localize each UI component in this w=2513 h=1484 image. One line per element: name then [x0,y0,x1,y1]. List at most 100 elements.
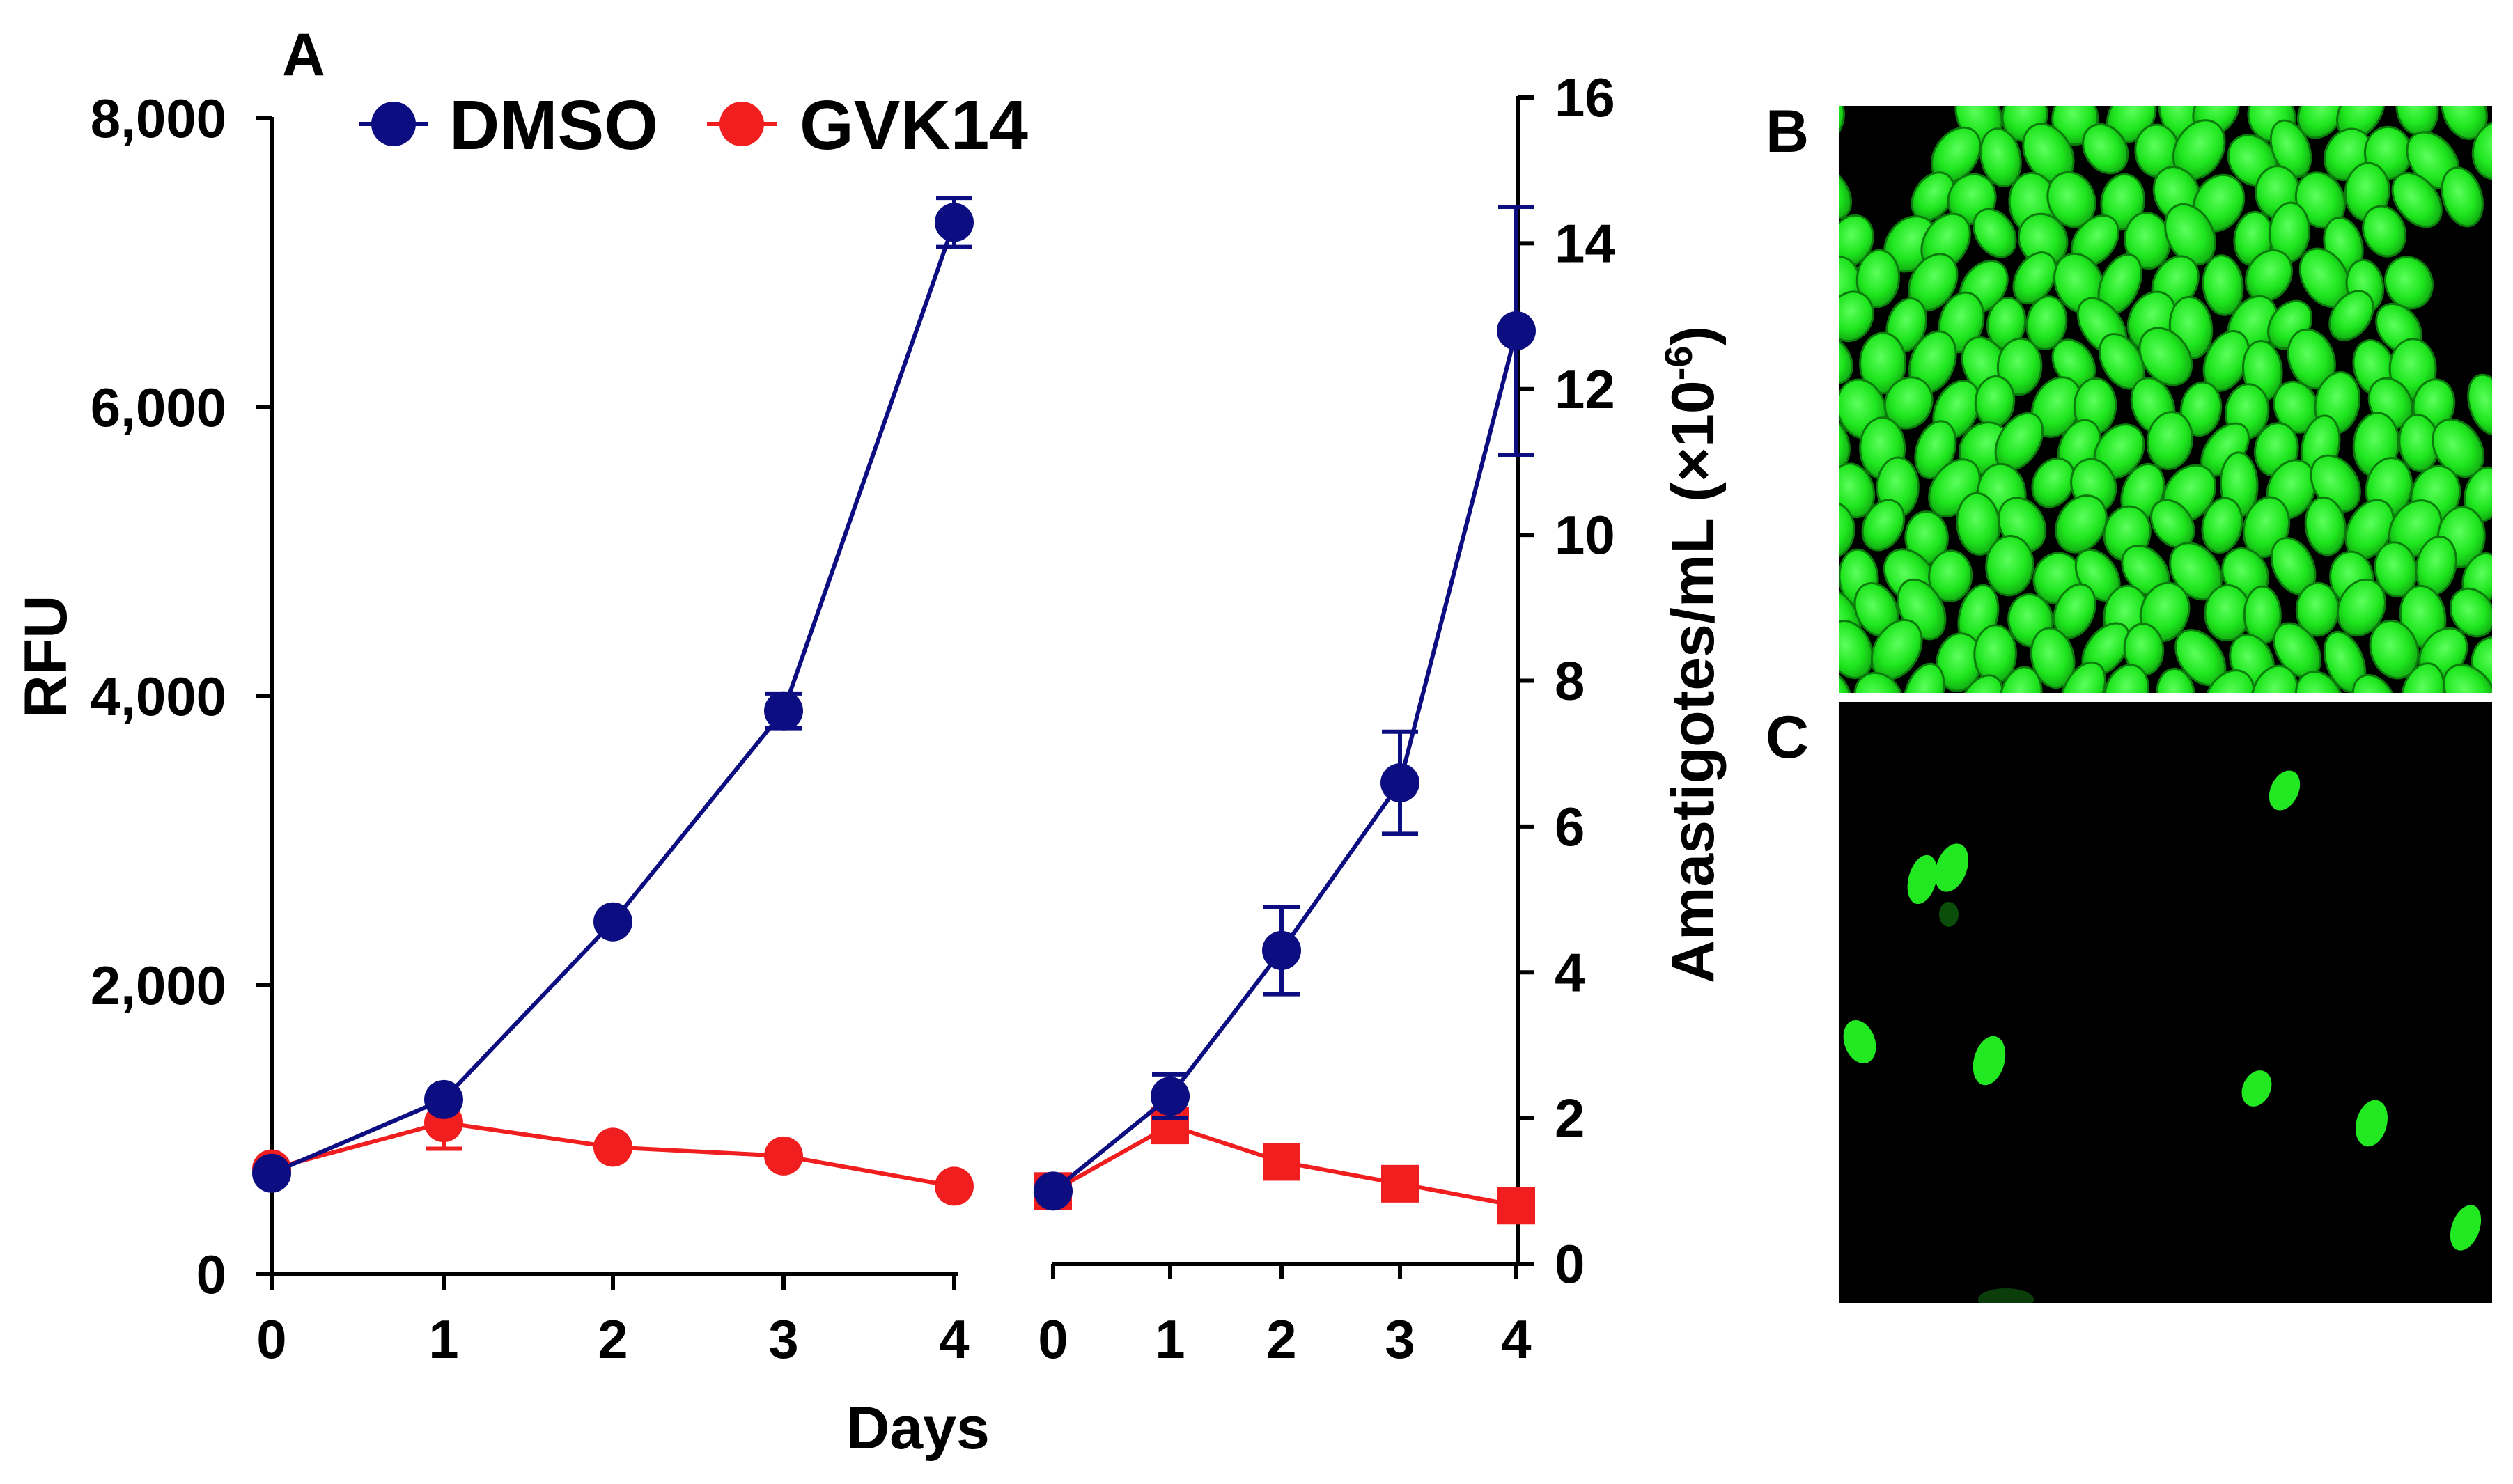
amastigotes-gvk14-marker [1497,1187,1535,1225]
cell [1958,674,2004,693]
rfu-y-tick-label: 0 [196,1244,226,1305]
cell [2449,587,2492,638]
amastigotes-dmso-marker [1497,311,1536,350]
cell [1998,666,2043,693]
cell [1839,669,1853,693]
sparse-cells [1843,770,2482,1303]
cell [2441,166,2484,228]
cell [2362,205,2407,258]
cell [1839,335,1853,384]
rfu-x-tick-label: 2 [598,1309,628,1370]
rfu-gvk14-marker [764,1136,803,1176]
cell [1907,854,1938,905]
legend-gvk14-label: GVK14 [800,86,1028,164]
cell [1979,127,2022,188]
cell [2060,661,2106,693]
rfu-series [252,196,974,1206]
cell [2179,381,2223,437]
cell [1996,337,2043,396]
cell [2156,667,2195,693]
cell [2269,119,2312,178]
amastigotes-gvk14-marker [1263,1143,1300,1181]
cell [1855,249,1901,308]
cell [2203,669,2255,693]
cell [2055,494,2108,554]
rfu-y-tick-label: 2,000 [91,955,226,1016]
rfu-x-tick-label: 3 [768,1309,798,1370]
cell [2082,123,2129,175]
rfu-dmso-line [270,221,956,1176]
rfu-gvk14-marker [935,1166,974,1206]
cell [2201,497,2243,554]
amastigotes-dmso-marker [1034,1171,1073,1211]
cell-faint [1978,1288,2034,1303]
legend-dmso-marker [371,102,416,146]
x-axis-title: Days [846,1395,990,1462]
cell [1839,501,1855,560]
cell [2450,1205,2482,1251]
micrograph-dmso-image [1839,106,2492,693]
rfu-dmso-marker [424,1079,463,1119]
cell [2400,662,2445,693]
cell [2103,664,2149,693]
cell [1853,671,1904,693]
amastigotes-dmso-marker [1380,763,1419,803]
cell [2328,290,2374,341]
cell [1973,208,2017,258]
cell [2391,171,2443,228]
amastigotes-y-tick-label: 14 [1555,212,1615,274]
amastigotes-y-tick-label: 4 [1555,942,1585,1003]
cell [2250,664,2299,693]
rfu-y-axis-title: RFU [13,595,79,719]
amastigotes-y-tick-label: 0 [1555,1233,1585,1295]
rfu-dmso-marker [935,203,974,242]
cell [1839,106,1845,146]
amastigotes-x-tick-label: 1 [1155,1309,1185,1370]
cell [1839,290,1874,343]
rfu-x-tick-label: 0 [256,1309,286,1370]
rfu-x-tick-label: 4 [939,1309,969,1370]
cell [2441,106,2488,140]
cell [2269,770,2301,811]
amastigotes-x-ticks: 0 1 2 3 4 [1038,1264,1532,1370]
rfu-y-tick-label: 6,000 [91,377,226,438]
cell [2471,120,2492,180]
cell [2146,411,2194,470]
cell [2012,251,2057,305]
cell [1973,1036,2006,1086]
micrograph-gvk14 [1839,702,2492,1303]
rfu-y-ticks: 0 2,000 4,000 6,000 8,000 [91,88,272,1305]
cell [1986,297,2027,350]
amastigotes-x-tick-label: 0 [1038,1309,1068,1370]
amastigotes-series [1034,205,1536,1225]
amastigotes-x-tick-label: 3 [1385,1309,1415,1370]
cell [2025,295,2068,351]
amastigotes-dmso-marker [1151,1077,1190,1116]
cell [2384,256,2434,310]
rfu-dmso-marker [593,902,632,942]
panel-label-a: A [282,22,325,88]
rfu-x-ticks: 0 1 2 3 4 [256,1274,970,1370]
amastigotes-dmso-line [1052,330,1518,1193]
cell [2241,1070,2272,1107]
cell-faint [1939,902,1959,927]
cell [2202,254,2244,316]
cell [2164,203,2216,266]
cell [1861,499,1906,552]
amastigotes-y-tick-label: 2 [1555,1088,1585,1149]
amastigotes-x-tick-label: 4 [1501,1309,1531,1370]
amastigotes-y-tick-label: 6 [1555,796,1585,857]
rfu-chart: RFU 0 2,000 4,000 6,000 8,000 0 1 2 3 4 [13,88,974,1370]
cell [1843,1020,1876,1063]
cell [1985,535,2034,597]
legend-dmso-label: DMSO [449,86,658,164]
rfu-y-tick-label: 4,000 [91,666,226,727]
amastigotes-y-tick-label: 10 [1555,504,1615,565]
rfu-dmso-marker [764,691,803,731]
cell [2138,327,2193,386]
cell [2355,1100,2388,1147]
cell [1902,662,1945,693]
panel-label-b: B [1766,98,1809,165]
rfu-x-tick-label: 1 [428,1309,458,1370]
